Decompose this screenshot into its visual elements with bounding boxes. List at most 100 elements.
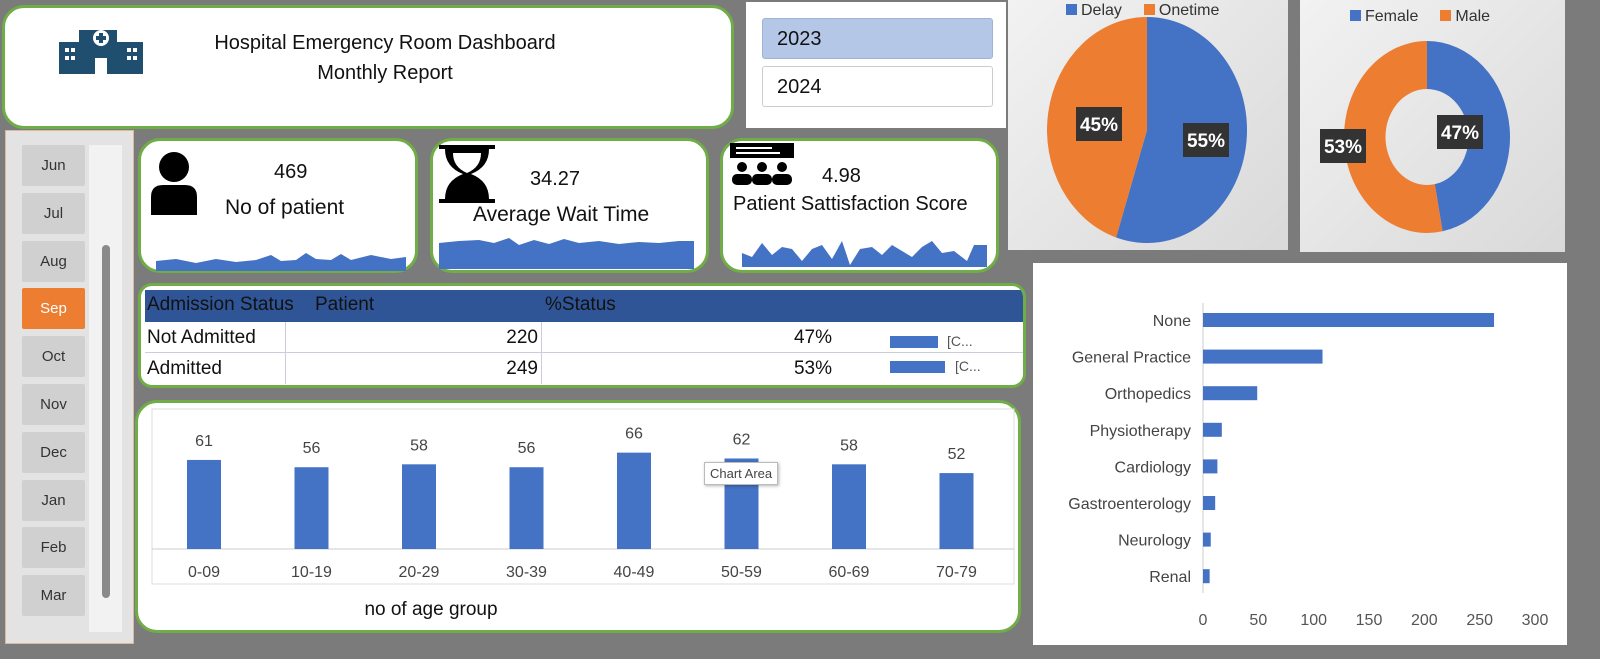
donut-legend: Female Male <box>1350 8 1490 26</box>
month-scrollbar[interactable] <box>89 145 122 632</box>
legend-onetime: Onetime <box>1143 2 1219 20</box>
kpi-label: No of patient <box>225 196 345 219</box>
bar-value-label: 56 <box>518 440 536 457</box>
bar-value-label: 56 <box>303 440 321 457</box>
legend-female: Female <box>1350 8 1418 26</box>
bar-none <box>1203 313 1495 327</box>
legend-male: Male <box>1440 8 1490 26</box>
data-label-box <box>1320 129 1366 163</box>
x-tick-label: 50 <box>1249 612 1267 629</box>
pie-svg: 55% 45% <box>1047 17 1247 244</box>
status-cell: Not Admitted <box>147 327 256 348</box>
bar-gastroenterology <box>1203 496 1216 510</box>
delay-pie-chart: Delay Onetime 55% 45% <box>1008 0 1288 250</box>
month-mar-button[interactable]: Mar <box>22 575 85 617</box>
data-label-box <box>1183 123 1229 157</box>
mini-bar <box>890 336 938 348</box>
x-tick-label: 40-49 <box>614 564 655 581</box>
pie-slice-delay <box>1116 17 1247 244</box>
kpi-patients: 469 No of patient <box>138 138 418 273</box>
x-tick-label: 20-29 <box>399 564 440 581</box>
bar-cardiology <box>1203 459 1218 474</box>
x-tick-label: 0 <box>1199 612 1208 629</box>
bar-value-label: 58 <box>410 437 428 454</box>
year-slicer: 2023 2024 <box>746 2 1006 128</box>
kpi-value: 4.98 <box>822 165 861 187</box>
table-row: Admitted 249 53% [C... <box>145 353 1023 384</box>
header-card: Hospital Emergency Room Dashboard Monthl… <box>2 5 734 129</box>
month-dec-button[interactable]: Dec <box>22 431 85 473</box>
scroll-thumb[interactable] <box>102 245 110 598</box>
bar-value-label: 52 <box>948 446 966 463</box>
gender-donut-chart: Female Male 47% 53% <box>1300 0 1565 252</box>
hourglass-icon <box>439 145 495 203</box>
kpi-label: Patient Sattisfaction Score <box>733 193 968 215</box>
y-tick-label: Physiotherapy <box>1090 423 1191 440</box>
month-oct-button[interactable]: Oct <box>22 336 85 378</box>
header-patient: Patient <box>315 294 375 315</box>
month-jul-button[interactable]: Jul <box>22 192 85 234</box>
satisfaction-sparkline <box>742 241 987 267</box>
bar-physiotherapy <box>1203 422 1222 437</box>
age-group-chart-card: 61 0-09 56 10-19 58 20-29 56 30-39 66 40-49 62 50-5… <box>135 400 1021 633</box>
pie-legend: Delay Onetime <box>1066 2 1219 20</box>
year-2024-button[interactable]: 2024 <box>762 66 993 107</box>
x-tick-label: 30-39 <box>506 564 547 581</box>
month-nov-button[interactable]: Nov <box>22 384 85 425</box>
table-row: Not Admitted 220 47% [C... <box>145 322 1023 353</box>
y-tick-label: None <box>1153 313 1191 330</box>
month-jan-button[interactable]: Jan <box>22 479 85 521</box>
patient-cell: 220 <box>285 322 541 353</box>
department-bar-chart: None General Practice Orthopedics Physiothe… <box>1068 303 1549 629</box>
x-tick-label: 250 <box>1466 612 1493 629</box>
y-tick-label: Renal <box>1149 569 1191 586</box>
bar-0-09 <box>187 459 221 549</box>
month-feb-button[interactable]: Feb <box>22 527 85 569</box>
bar-10-19 <box>294 467 329 549</box>
kpi-value: 469 <box>274 161 308 183</box>
y-tick-label: Cardiology <box>1115 459 1191 476</box>
x-tick-label: 300 <box>1522 612 1549 629</box>
y-tick-label: Gastroenterology <box>1068 496 1191 513</box>
bar-value-label: 66 <box>625 426 643 443</box>
data-label: 47% <box>1441 123 1479 144</box>
age-group-bar-chart: 61 0-09 56 10-19 58 20-29 56 30-39 66 40-49 62 50-5… <box>151 408 1015 620</box>
bar-20-29 <box>402 464 436 549</box>
bar-value-label: 61 <box>195 433 213 450</box>
data-label: 53% <box>1324 137 1362 158</box>
x-tick-label: 150 <box>1356 612 1383 629</box>
month-sep-button[interactable]: Sep <box>22 288 85 330</box>
month-slicer: Jun Jul Aug Sep Oct Nov Dec Jan Feb Mar <box>5 130 134 644</box>
pct-cell: 53% <box>541 353 835 384</box>
admission-table: Admission Status Patient %Status Not Adm… <box>138 283 1026 388</box>
pct-cell: 47% <box>541 322 835 353</box>
x-tick-label: 60-69 <box>829 564 870 581</box>
bar-general-practice <box>1203 349 1323 364</box>
legend-delay: Delay <box>1066 2 1122 20</box>
x-tick-label: 10-19 <box>291 564 332 581</box>
x-tick-label: 100 <box>1300 612 1327 629</box>
month-aug-button[interactable]: Aug <box>22 240 85 282</box>
year-2023-button[interactable]: 2023 <box>762 18 993 59</box>
bar-neurology <box>1203 532 1211 547</box>
bar-60-69 <box>832 464 866 549</box>
person-icon <box>151 152 197 215</box>
month-jun-button[interactable]: Jun <box>22 145 85 186</box>
pie-slice-male <box>1344 41 1443 233</box>
table-header: Admission Status Patient %Status <box>145 290 1023 322</box>
data-label: 55% <box>1187 131 1225 152</box>
data-label: 45% <box>1080 115 1118 136</box>
plot-area <box>151 408 1015 585</box>
y-tick-label: General Practice <box>1072 350 1191 367</box>
table-body: Not Admitted 220 47% [C... Admitted 249 … <box>145 322 1023 385</box>
chart-area-tooltip: Chart Area <box>704 462 779 485</box>
bar-30-39 <box>509 467 544 549</box>
department-chart-card: None General Practice Orthopedics Physiothe… <box>1033 263 1567 645</box>
hospital-icon <box>59 30 143 74</box>
x-tick-label: 70-79 <box>936 564 977 581</box>
kpi-label: Average Wait Time <box>473 203 650 226</box>
y-tick-label: Orthopedics <box>1105 386 1191 403</box>
x-tick-label: 200 <box>1411 612 1438 629</box>
y-tick-label: Neurology <box>1118 533 1191 550</box>
mini-bar <box>890 361 945 373</box>
